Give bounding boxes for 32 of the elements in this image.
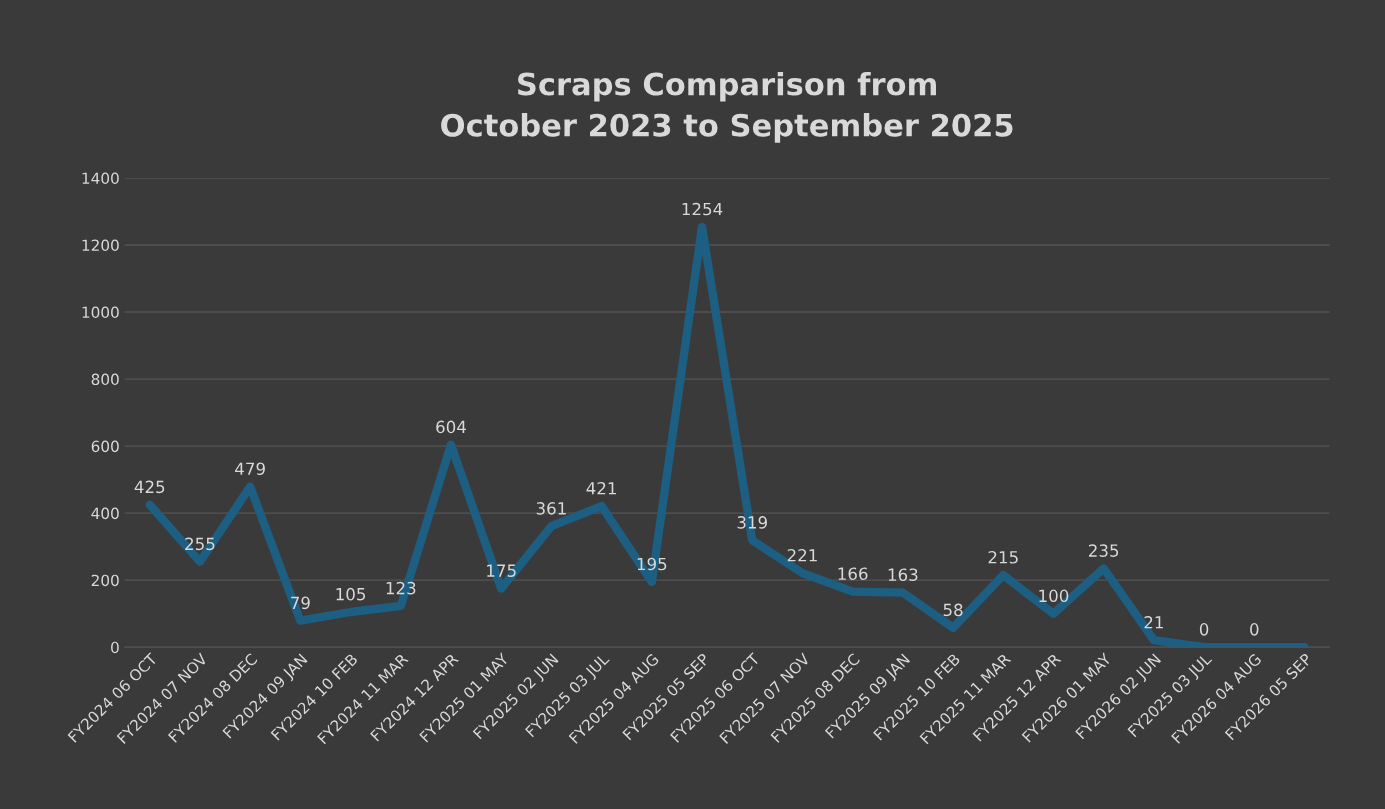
data-label: 0: [1199, 623, 1209, 636]
data-label: 0: [1250, 623, 1259, 636]
data-label: 166: [838, 567, 868, 580]
data-label: 175: [487, 564, 516, 577]
y-tick-label: 1400: [82, 172, 119, 184]
data-label: 1254: [682, 202, 723, 216]
data-label: 255: [185, 537, 215, 551]
data-label: 425: [134, 480, 165, 494]
data-label: 100: [1039, 589, 1069, 603]
data-label: 79: [291, 596, 310, 610]
y-tick-label: 1000: [82, 306, 119, 319]
data-label: 604: [436, 420, 466, 434]
data-label: 21: [1144, 615, 1163, 629]
data-label: 235: [1088, 544, 1119, 557]
data-label: 361: [536, 502, 566, 515]
data-label: 123: [386, 581, 416, 595]
y-tick-label: 800: [91, 373, 119, 386]
y-tick-label: 600: [91, 440, 119, 453]
data-label: 221: [787, 548, 817, 562]
y-tick-label: 400: [91, 507, 119, 520]
data-label: 479: [235, 462, 265, 476]
chart-title: Scraps Comparison from October 2023 to September 2025: [441, 71, 1013, 143]
data-label: 215: [988, 550, 1018, 564]
data-label: 105: [336, 587, 366, 601]
data-label: 195: [637, 557, 667, 571]
y-tick-label: 0: [111, 641, 119, 654]
data-label: 421: [586, 481, 616, 495]
y-tick-label: 1200: [82, 239, 119, 252]
y-tick-label: 200: [91, 574, 119, 587]
data-label: 163: [888, 568, 918, 582]
data-label: 58: [943, 603, 963, 617]
data-label: 319: [737, 516, 767, 529]
